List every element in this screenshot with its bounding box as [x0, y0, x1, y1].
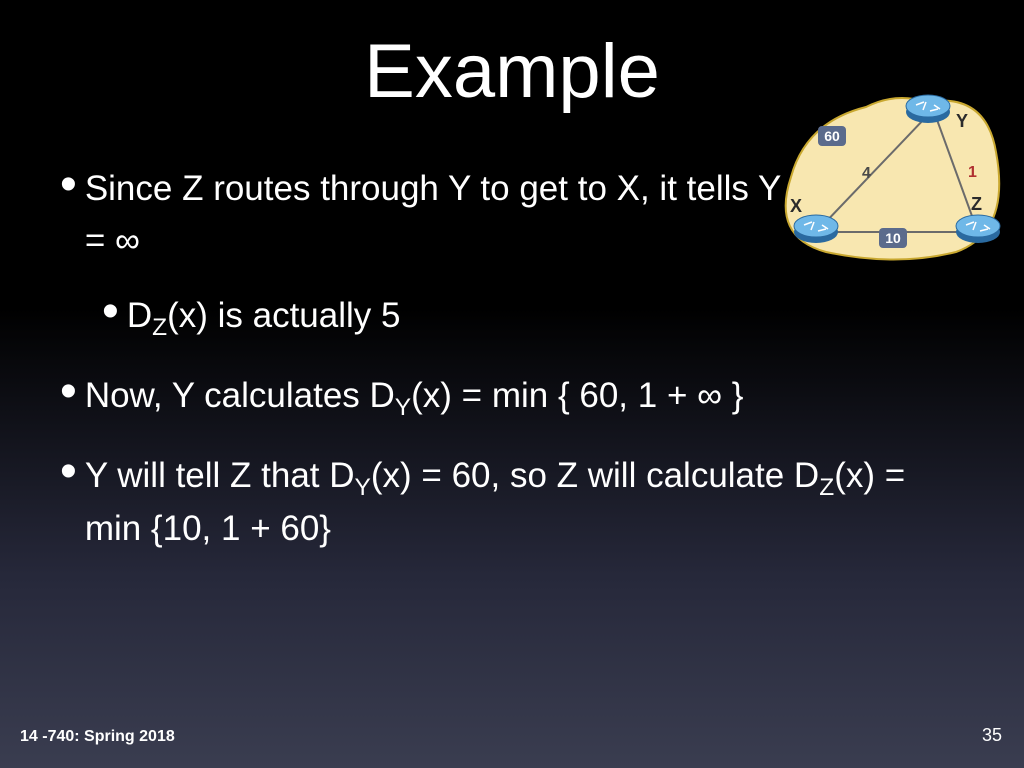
bullet-dot-icon: • [60, 458, 77, 486]
text-fragment: Y will tell Z that D [85, 456, 355, 495]
text-fragment: Now, Y calculates D [85, 376, 395, 415]
subscript: Z [819, 474, 834, 501]
text-fragment: (x) = 60, so Z will calculate D [371, 456, 819, 495]
subscript: Y [355, 474, 371, 501]
subscript: Z [152, 314, 167, 341]
node-label-x: X [790, 196, 802, 216]
bullet-3: • Now, Y calculates DY(x) = min { 60, 1 … [60, 372, 964, 424]
edge-label-4: 4 [862, 165, 871, 182]
footer-page-number: 35 [982, 725, 1002, 746]
bullet-4-text: Y will tell Z that DY(x) = 60, so Z will… [85, 452, 964, 551]
edge-label-10: 10 [885, 230, 901, 246]
footer-course: 14 -740: Spring 2018 [20, 728, 175, 746]
bullet-2-text: DZ(x) is actually 5 [127, 292, 401, 344]
bullet-4: • Y will tell Z that DY(x) = 60, so Z wi… [60, 452, 964, 551]
bullet-2: • DZ(x) is actually 5 [60, 292, 964, 344]
edge-label-1: 1 [968, 164, 977, 181]
bullet-3-text: Now, Y calculates DY(x) = min { 60, 1 + … [85, 372, 744, 424]
text-fragment: (x) = min { 60, 1 + ∞ } [411, 376, 743, 415]
bullet-dot-icon: • [60, 171, 77, 199]
router-x-icon [794, 215, 838, 243]
text-fragment: D [127, 296, 152, 335]
edge-label-60: 60 [824, 128, 840, 144]
router-z-icon [956, 215, 1000, 243]
text-fragment: (x) is actually 5 [167, 296, 400, 335]
router-y-icon [906, 95, 950, 123]
bullet-dot-icon: • [102, 298, 119, 326]
node-label-y: Y [956, 111, 968, 131]
text-fragment: Since Z routes through Y to get to X, it… [85, 169, 884, 208]
network-diagram: Y X Z 60 4 1 10 [776, 82, 1006, 272]
bullet-dot-icon: • [60, 378, 77, 406]
subscript: Y [395, 394, 411, 421]
node-label-z: Z [971, 194, 982, 214]
